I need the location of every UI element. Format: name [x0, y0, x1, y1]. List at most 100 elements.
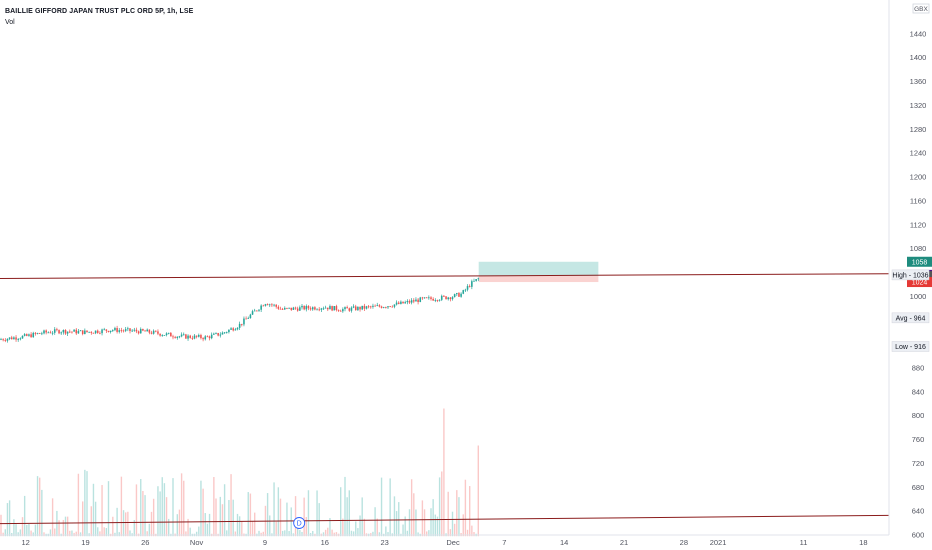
price-axis[interactable]: 6006406807207608008408809209601000104010…	[888, 0, 927, 540]
stop-loss-zone[interactable]	[478, 276, 599, 283]
volume-bar	[232, 499, 234, 537]
candle-body	[335, 306, 338, 311]
volume-bar	[66, 516, 69, 537]
candle-body	[305, 306, 308, 310]
volume-bar	[178, 509, 181, 537]
volume-bar	[410, 479, 413, 537]
candle-body	[421, 297, 424, 299]
events[interactable]: D	[293, 517, 306, 529]
candle-body	[81, 330, 84, 335]
candle-body	[56, 329, 58, 331]
volume-bar	[157, 486, 159, 537]
volume-bar	[54, 528, 56, 537]
volume-bar	[103, 527, 105, 537]
candle-body	[96, 330, 99, 333]
candle-body	[262, 305, 265, 307]
volume-bar	[402, 524, 404, 537]
candle-body	[475, 279, 477, 281]
volume-bar	[223, 484, 226, 537]
candle-body	[352, 306, 355, 308]
take-profit-zone[interactable]	[478, 261, 599, 277]
candle-body	[135, 329, 138, 332]
volume-bar	[19, 529, 22, 537]
volume-bar	[449, 529, 452, 537]
volume-bar	[277, 487, 280, 537]
price-tag-label: 1058	[912, 259, 928, 266]
candle-body	[47, 332, 50, 334]
y-tick-label: 1000	[910, 292, 927, 301]
candle-body	[290, 307, 293, 310]
candle-body	[466, 286, 469, 290]
volume-bar	[413, 493, 415, 537]
volume-bar	[77, 473, 80, 537]
candle-body	[281, 308, 284, 310]
candle-body	[333, 306, 336, 311]
candle-body	[339, 310, 342, 312]
volume-bar	[318, 503, 320, 537]
trendline-upper-resistance[interactable]	[0, 273, 890, 279]
y-tick-label: 800	[912, 411, 925, 420]
candle-body	[451, 297, 454, 300]
volume-bar	[112, 516, 114, 537]
y-tick-label: 880	[912, 363, 925, 372]
candle-body	[346, 307, 348, 309]
time-axis[interactable]: 12 19 26 Nov 9 16 23 Dec 7 14 21 28 2021 11 18	[0, 534, 889, 547]
candle-body	[159, 333, 161, 336]
position-tool[interactable]	[478, 261, 599, 283]
candle-body	[38, 333, 41, 334]
volume-bar	[477, 445, 479, 537]
candle-body	[45, 330, 47, 333]
candle-body	[354, 306, 357, 311]
candle-body	[374, 305, 376, 307]
volume-bar	[200, 480, 202, 537]
candle-body	[178, 336, 181, 338]
candle-body	[161, 335, 164, 336]
dividend-icon[interactable]	[293, 517, 306, 529]
candle-body	[217, 333, 219, 336]
volume-bar	[281, 530, 284, 537]
candle-body	[0, 339, 2, 341]
candle-body	[320, 308, 323, 310]
trendlines[interactable]	[0, 273, 890, 525]
volume-bar	[389, 478, 391, 537]
candle-body	[118, 330, 121, 332]
volume-bar	[327, 527, 329, 537]
volume-bar	[273, 482, 275, 537]
candle-body	[393, 304, 396, 307]
volume-bar	[159, 491, 161, 537]
volume-bar	[249, 493, 252, 537]
volume-bar	[333, 532, 335, 537]
candle-body	[415, 299, 417, 302]
candle-body	[174, 337, 176, 339]
candle-body	[8, 337, 11, 339]
volume-bar	[305, 517, 307, 537]
x-tick-label: 23	[380, 538, 388, 547]
candle-body	[79, 330, 82, 332]
volume-bar	[406, 530, 409, 537]
volume-bar	[357, 528, 359, 537]
candle-body	[322, 308, 325, 310]
candle-body	[260, 305, 262, 310]
candle-body	[241, 323, 243, 325]
volume-bar	[183, 480, 185, 537]
candle-body	[337, 310, 340, 311]
candle-body	[221, 332, 224, 335]
volume-bar	[395, 511, 398, 537]
candle-body	[116, 328, 118, 332]
volume-bar	[202, 488, 204, 537]
currency-box[interactable]: GBX	[912, 3, 930, 14]
volume-bar	[82, 501, 84, 537]
candle-body	[440, 295, 443, 300]
candle-body	[460, 293, 462, 297]
volume-bar	[374, 507, 376, 537]
volume-bar	[234, 531, 237, 537]
candle-body	[105, 329, 108, 331]
trendline-lower-support[interactable]	[0, 514, 890, 525]
volume-bar	[135, 484, 138, 537]
candle-body	[464, 289, 467, 291]
symbol-title: BAILLIE GIFFORD JAPAN TRUST PLC ORD 5P, …	[5, 8, 194, 15]
volume-bar	[62, 519, 65, 537]
volume-bar	[441, 471, 443, 537]
y-tick-label: 680	[912, 483, 925, 492]
